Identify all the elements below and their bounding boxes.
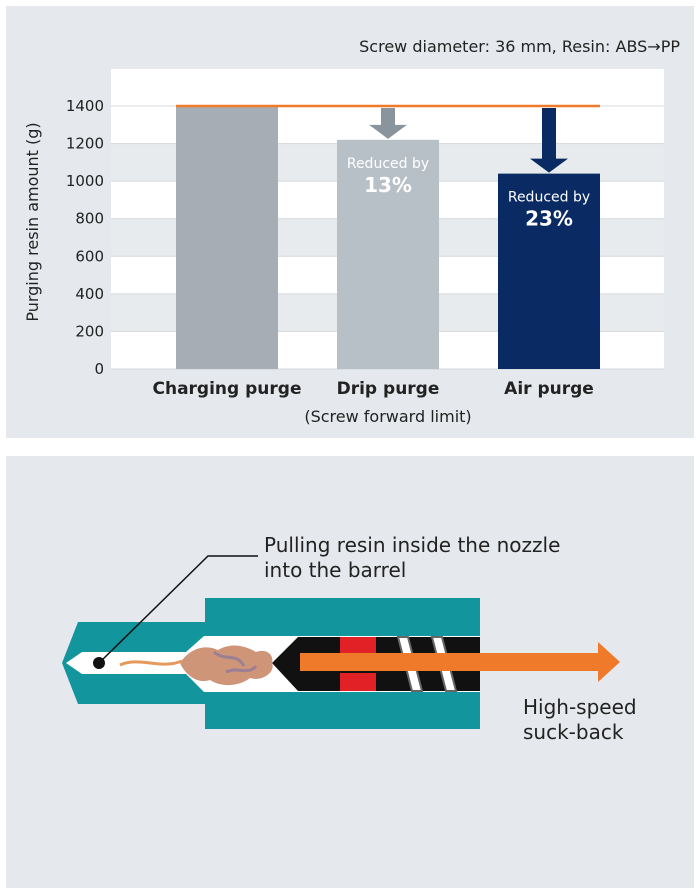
category-label: Drip purge <box>337 379 440 399</box>
arrow-label-line-2: suck-back <box>523 720 624 744</box>
reduction-label: Reduced by <box>347 156 429 172</box>
y-tick-label: 1000 <box>66 172 104 190</box>
chart-subtitle: Screw diameter: 36 mm, Resin: ABS→PP <box>359 37 680 56</box>
bar-layer <box>176 106 600 369</box>
bar <box>176 106 278 369</box>
callout-line-1: Pulling resin inside the nozzle <box>264 533 560 557</box>
category-labels: Charging purge Drip purge (Screw forward l… <box>153 379 594 426</box>
y-tick-label: 800 <box>75 210 104 228</box>
purging-chart: Screw diameter: 36 mm, Resin: ABS→PP 0 20… <box>23 37 680 426</box>
y-tick-label: 400 <box>75 285 104 303</box>
resin-swirl <box>213 650 258 674</box>
check-ring-bottom <box>340 673 376 691</box>
y-tick-label: 0 <box>94 360 104 378</box>
callout-text: Pulling resin inside the nozzle into the… <box>264 533 567 582</box>
nozzle-diagram: Pulling resin inside the nozzle into the… <box>62 533 643 744</box>
suck-back-arrow-shaft <box>300 653 600 671</box>
reduction-percent: 23% <box>525 207 573 231</box>
y-tick-labels: 0 200 400 600 800 1000 1200 1400 <box>66 97 104 378</box>
bar <box>498 173 600 369</box>
arrow-label: High-speed suck-back <box>523 695 643 744</box>
reduction-arrow <box>369 108 407 139</box>
y-axis-label: Purging resin amount (g) <box>23 122 42 321</box>
category-label: Charging purge <box>153 379 302 399</box>
y-tick-label: 1200 <box>66 135 104 153</box>
reduction-arrow <box>530 108 568 173</box>
check-ring-top <box>340 637 376 657</box>
resin-blob <box>180 645 273 686</box>
reduction-label: Reduced by <box>508 190 590 206</box>
y-tick-label: 1400 <box>66 97 104 115</box>
category-label: Air purge <box>504 379 594 399</box>
y-tick-label: 200 <box>75 322 104 340</box>
y-tick-label: 600 <box>75 247 104 265</box>
callout-line-2: into the barrel <box>264 558 406 582</box>
bar <box>337 139 439 369</box>
resin-streak <box>119 659 183 667</box>
callout-leader <box>98 555 258 664</box>
arrow-label-line-1: High-speed <box>523 695 637 719</box>
category-sublabel: (Screw forward limit) <box>304 407 471 426</box>
suck-back-arrow-head <box>598 642 620 682</box>
reduction-percent: 13% <box>364 173 412 197</box>
